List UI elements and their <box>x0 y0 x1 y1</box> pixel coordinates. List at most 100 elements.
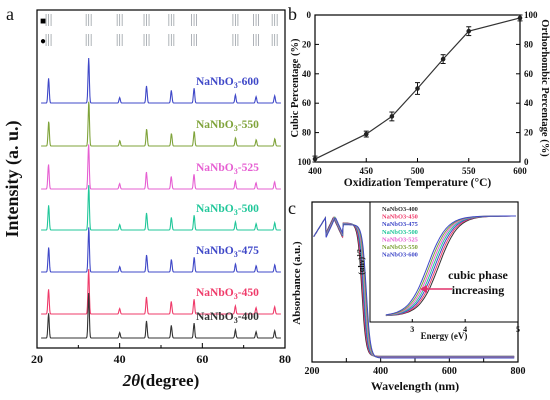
panel-b-ytick-left-label: 40 <box>302 69 312 79</box>
xrd-series-label: NaNbO3-600 <box>196 76 259 90</box>
panel-b-ytick-left-label: 0 <box>307 10 312 20</box>
xrd-series-label-sub: 3 <box>234 292 238 301</box>
panel-b-ytick-right-label: 20 <box>524 128 534 138</box>
xrd-series-label-base: NaNbO <box>196 287 234 299</box>
panel-b-xlabel: Oxidization Temperature (°C) <box>344 177 492 189</box>
panel-c-xtick-label: 800 <box>511 366 526 377</box>
panel-b-ytick-right-label: 80 <box>524 39 534 49</box>
xrd-series-label-sub: 3 <box>234 250 238 259</box>
xrd-series-500: NaNbO3-500 <box>41 185 281 231</box>
inset-annotation-line2: increasing <box>452 283 504 297</box>
inset-xtick-label: 5 <box>516 325 520 334</box>
inset-legend-label: NaNbO3-550 <box>382 244 418 251</box>
panel-b-point <box>466 28 472 34</box>
panel-a-xlabel: 2θ(degree) <box>122 371 199 390</box>
inset-frame <box>369 201 519 323</box>
panel-b-ylabel-right: Orthorhombic Percentage (%) <box>539 19 550 157</box>
panel-b-xtick-label: 600 <box>513 166 527 176</box>
xrd-series-label: NaNbO3-525 <box>196 162 259 176</box>
inset-legend-label: NaNbO3-525 <box>382 236 418 243</box>
inset-xtick-label: 4 <box>463 325 467 334</box>
panel-a-xlabel-unit: (degree) <box>140 371 199 390</box>
panel-a-xtick-label: 20 <box>31 352 43 366</box>
reference-marker-0: ■ <box>40 16 46 27</box>
panel-b-xtick-label: 500 <box>411 166 425 176</box>
xrd-series-label: NaNbO3-475 <box>196 245 259 259</box>
inset-ylabel: (αhν)1/2 <box>357 249 366 275</box>
panel-c-xtick-label: 400 <box>373 366 388 377</box>
xrd-series-label-base: NaNbO <box>196 203 234 215</box>
panel-b-point <box>517 15 523 21</box>
panel-b-ytick-right-label: 100 <box>524 10 538 20</box>
panel-b-ytick-left-label: 80 <box>302 128 312 138</box>
panel-b-ytick-left-label: 20 <box>302 39 312 49</box>
panel-b-point <box>312 156 318 162</box>
xrd-line <box>41 185 281 231</box>
panel-c-ylabel: Absorbance (a.u.) <box>291 241 303 325</box>
xrd-series-label: NaNbO3-550 <box>196 119 259 133</box>
xrd-series-label-tail: -400 <box>238 311 259 323</box>
inset-legend-label: NaNbO3-450 <box>382 214 418 221</box>
xrd-series-label-tail: -475 <box>238 245 259 257</box>
panel-a-xtick-label: 60 <box>196 352 208 366</box>
inset-ylabel-sup: 1/2 <box>357 249 363 257</box>
xrd-series-550: NaNbO3-550 <box>41 101 281 147</box>
panel-b-ytick-left-label: 100 <box>298 157 312 167</box>
xrd-series-label-sub: 3 <box>234 124 238 133</box>
xrd-series-label: NaNbO3-400 <box>196 311 259 325</box>
panel-b-ylabel-left: Cubic Percentage (%) <box>290 38 301 137</box>
panel-b-ytick-left-label: 60 <box>302 98 312 108</box>
inset-ylabel-base: (αhν) <box>357 257 366 275</box>
panel-c-xtick-label: 200 <box>305 366 320 377</box>
inset-legend-label: NaNbO3-500 <box>382 229 418 236</box>
inset-legend-label: NaNbO3-400 <box>382 206 418 213</box>
xrd-line <box>41 57 281 104</box>
panel-c-letter: c <box>288 198 296 218</box>
xrd-series-600: NaNbO3-600 <box>41 57 281 104</box>
panel-b-point <box>415 86 420 91</box>
inset-annotation-line1: cubic phase <box>448 268 508 282</box>
xrd-series-label-tail: -550 <box>238 119 259 131</box>
panel-b-point <box>440 56 446 62</box>
xrd-series-label-sub: 3 <box>234 316 238 325</box>
xrd-series-label-base: NaNbO <box>196 162 234 174</box>
xrd-line <box>41 227 281 273</box>
xrd-series-label-sub: 3 <box>234 81 238 90</box>
xrd-series-label-tail: -500 <box>238 203 259 215</box>
reference-marker-1: ● <box>40 36 46 47</box>
xrd-series-label: NaNbO3-500 <box>196 203 259 217</box>
inset-arrow-head <box>420 285 427 293</box>
panel-b-xtick-label: 450 <box>360 166 374 176</box>
xrd-series-label-tail: -525 <box>238 162 259 174</box>
panel-b-ytick-right-label: 40 <box>524 98 534 108</box>
panel-c-xlabel: Wavelength (nm) <box>371 379 459 393</box>
panel-a-xtick-label: 40 <box>114 352 126 366</box>
xrd-series-label-tail: -600 <box>238 76 259 88</box>
inset-xlabel: Energy (eV) <box>421 331 468 341</box>
panel-a-xtick-label: 80 <box>279 352 291 366</box>
panel-a-xlabel-symbol: 2θ <box>122 371 141 390</box>
xrd-series-525: NaNbO3-525 <box>41 144 281 190</box>
xrd-series-label-base: NaNbO <box>196 311 234 323</box>
panel-a-ylabel: Intensity (a. u.) <box>2 120 23 237</box>
xrd-series-label-base: NaNbO <box>196 76 234 88</box>
panel-c-xtick-label: 600 <box>442 366 457 377</box>
inset-tauc-line <box>385 215 516 316</box>
inset-legend-label: NaNbO3-600 <box>382 252 418 259</box>
panel-b-ytick-right-label: 0 <box>524 157 529 167</box>
xrd-line <box>41 101 281 147</box>
panel-b-point <box>363 131 369 137</box>
xrd-series-label-sub: 3 <box>234 167 238 176</box>
panel-b-xtick-label: 400 <box>308 166 322 176</box>
panel-b-xtick-label: 550 <box>462 166 476 176</box>
xrd-series-label-base: NaNbO <box>196 119 234 131</box>
xrd-line <box>41 292 281 339</box>
xrd-series-label-base: NaNbO <box>196 245 234 257</box>
inset-legend-label: NaNbO3-475 <box>382 221 418 228</box>
panel-a-letter: a <box>6 4 14 24</box>
xrd-series-450: NaNbO3-450 <box>41 269 281 315</box>
panel-b-point <box>389 114 395 119</box>
xrd-line <box>41 144 281 190</box>
panel-b-ytick-right-label: 60 <box>524 69 534 79</box>
